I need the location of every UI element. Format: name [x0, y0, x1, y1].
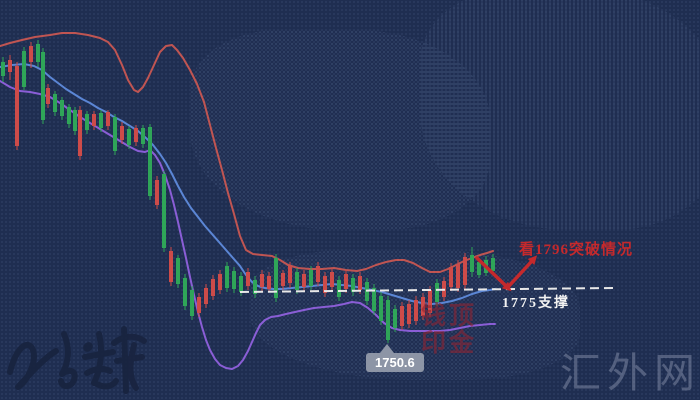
- candle-body: [491, 258, 495, 271]
- candle-body: [22, 51, 26, 87]
- candle-body: [246, 272, 250, 286]
- candle-body: [351, 278, 355, 292]
- bollinger-lower-line: [0, 80, 496, 370]
- candle-body: [134, 128, 138, 142]
- candle-body: [183, 278, 187, 306]
- signature-watermark: [7, 326, 147, 394]
- candle-body: [253, 280, 257, 294]
- site-watermark: 汇外网: [560, 350, 700, 396]
- candle-body: [46, 88, 50, 104]
- candle-body: [428, 290, 432, 313]
- candle-body: [148, 127, 152, 196]
- bollinger-upper-line: [0, 32, 494, 273]
- candle-body: [204, 288, 208, 304]
- candle-body: [99, 113, 103, 128]
- candle-body: [141, 128, 145, 144]
- candle-body: [309, 270, 313, 286]
- candle-body: [232, 271, 236, 289]
- low-price-value: 1750.6: [375, 355, 415, 370]
- candle-body: [456, 264, 460, 288]
- candle-body: [120, 126, 124, 140]
- candle-body: [323, 276, 327, 293]
- trend-arrow-shaft: [475, 256, 507, 287]
- candle-body: [295, 272, 299, 290]
- candle-body: [53, 94, 57, 112]
- seal-watermark: 钱顶 印金: [421, 303, 477, 357]
- candle-body: [155, 180, 159, 205]
- candle-body: [407, 304, 411, 324]
- candle-body: [211, 279, 215, 296]
- candle-body: [162, 174, 166, 248]
- candle-body: [73, 110, 77, 131]
- seal-line2: 印金: [421, 330, 478, 357]
- candle-body: [274, 258, 278, 298]
- candle-body: [29, 46, 33, 62]
- candle-body: [267, 276, 271, 289]
- support-label: 1775支撑: [502, 296, 570, 311]
- candle-body: [421, 297, 425, 316]
- candle-body: [239, 276, 243, 292]
- candle-body: [470, 255, 474, 272]
- candle-body: [8, 60, 12, 72]
- candle-body: [288, 266, 292, 283]
- candle-body: [197, 297, 201, 313]
- candle-body: [190, 290, 194, 316]
- candle-body: [386, 300, 390, 340]
- trend-arrow-head: [527, 255, 538, 266]
- candle-body: [36, 44, 40, 62]
- candle-body: [127, 129, 131, 145]
- candle-body: [67, 107, 71, 124]
- candle-body: [113, 117, 117, 151]
- low-price-tag: 1750.6: [366, 344, 424, 372]
- candle-body: [379, 296, 383, 321]
- candle-body: [176, 258, 180, 284]
- candle-body: [414, 300, 418, 321]
- candle-body: [344, 274, 348, 289]
- candle-body: [281, 273, 285, 286]
- seal-line1: 钱顶: [421, 303, 478, 330]
- candle-body: [41, 52, 45, 120]
- candle-body: [316, 266, 320, 282]
- candle-body: [169, 251, 173, 282]
- trend-arrow-shaft: [507, 260, 533, 288]
- candle-body: [435, 283, 439, 302]
- bollinger-middle-line: [0, 63, 496, 305]
- candle-body: [218, 274, 222, 290]
- trend-arrow-head: [501, 281, 512, 292]
- candle-body: [60, 100, 64, 116]
- candle-body: [106, 112, 110, 126]
- support-dashed-line: [239, 287, 615, 293]
- candle-body: [358, 276, 362, 290]
- breakout-annotation: 看1796突破情况: [519, 242, 634, 258]
- candle-body: [302, 274, 306, 287]
- candle-body: [400, 306, 404, 326]
- candle-body: [85, 114, 89, 130]
- candle-body: [330, 272, 334, 287]
- candle-body: [1, 62, 5, 76]
- candle-body: [477, 262, 481, 275]
- candle-body: [337, 280, 341, 297]
- tag-pointer-icon: [380, 344, 394, 353]
- candle-body: [92, 114, 96, 126]
- candle-body: [372, 288, 376, 311]
- candle-body: [78, 110, 82, 156]
- candle-body: [15, 66, 19, 146]
- candle-body: [225, 266, 229, 288]
- candle-body: [393, 309, 397, 328]
- candle-body: [260, 274, 264, 287]
- candle-body: [463, 257, 467, 285]
- candle-body: [449, 267, 453, 287]
